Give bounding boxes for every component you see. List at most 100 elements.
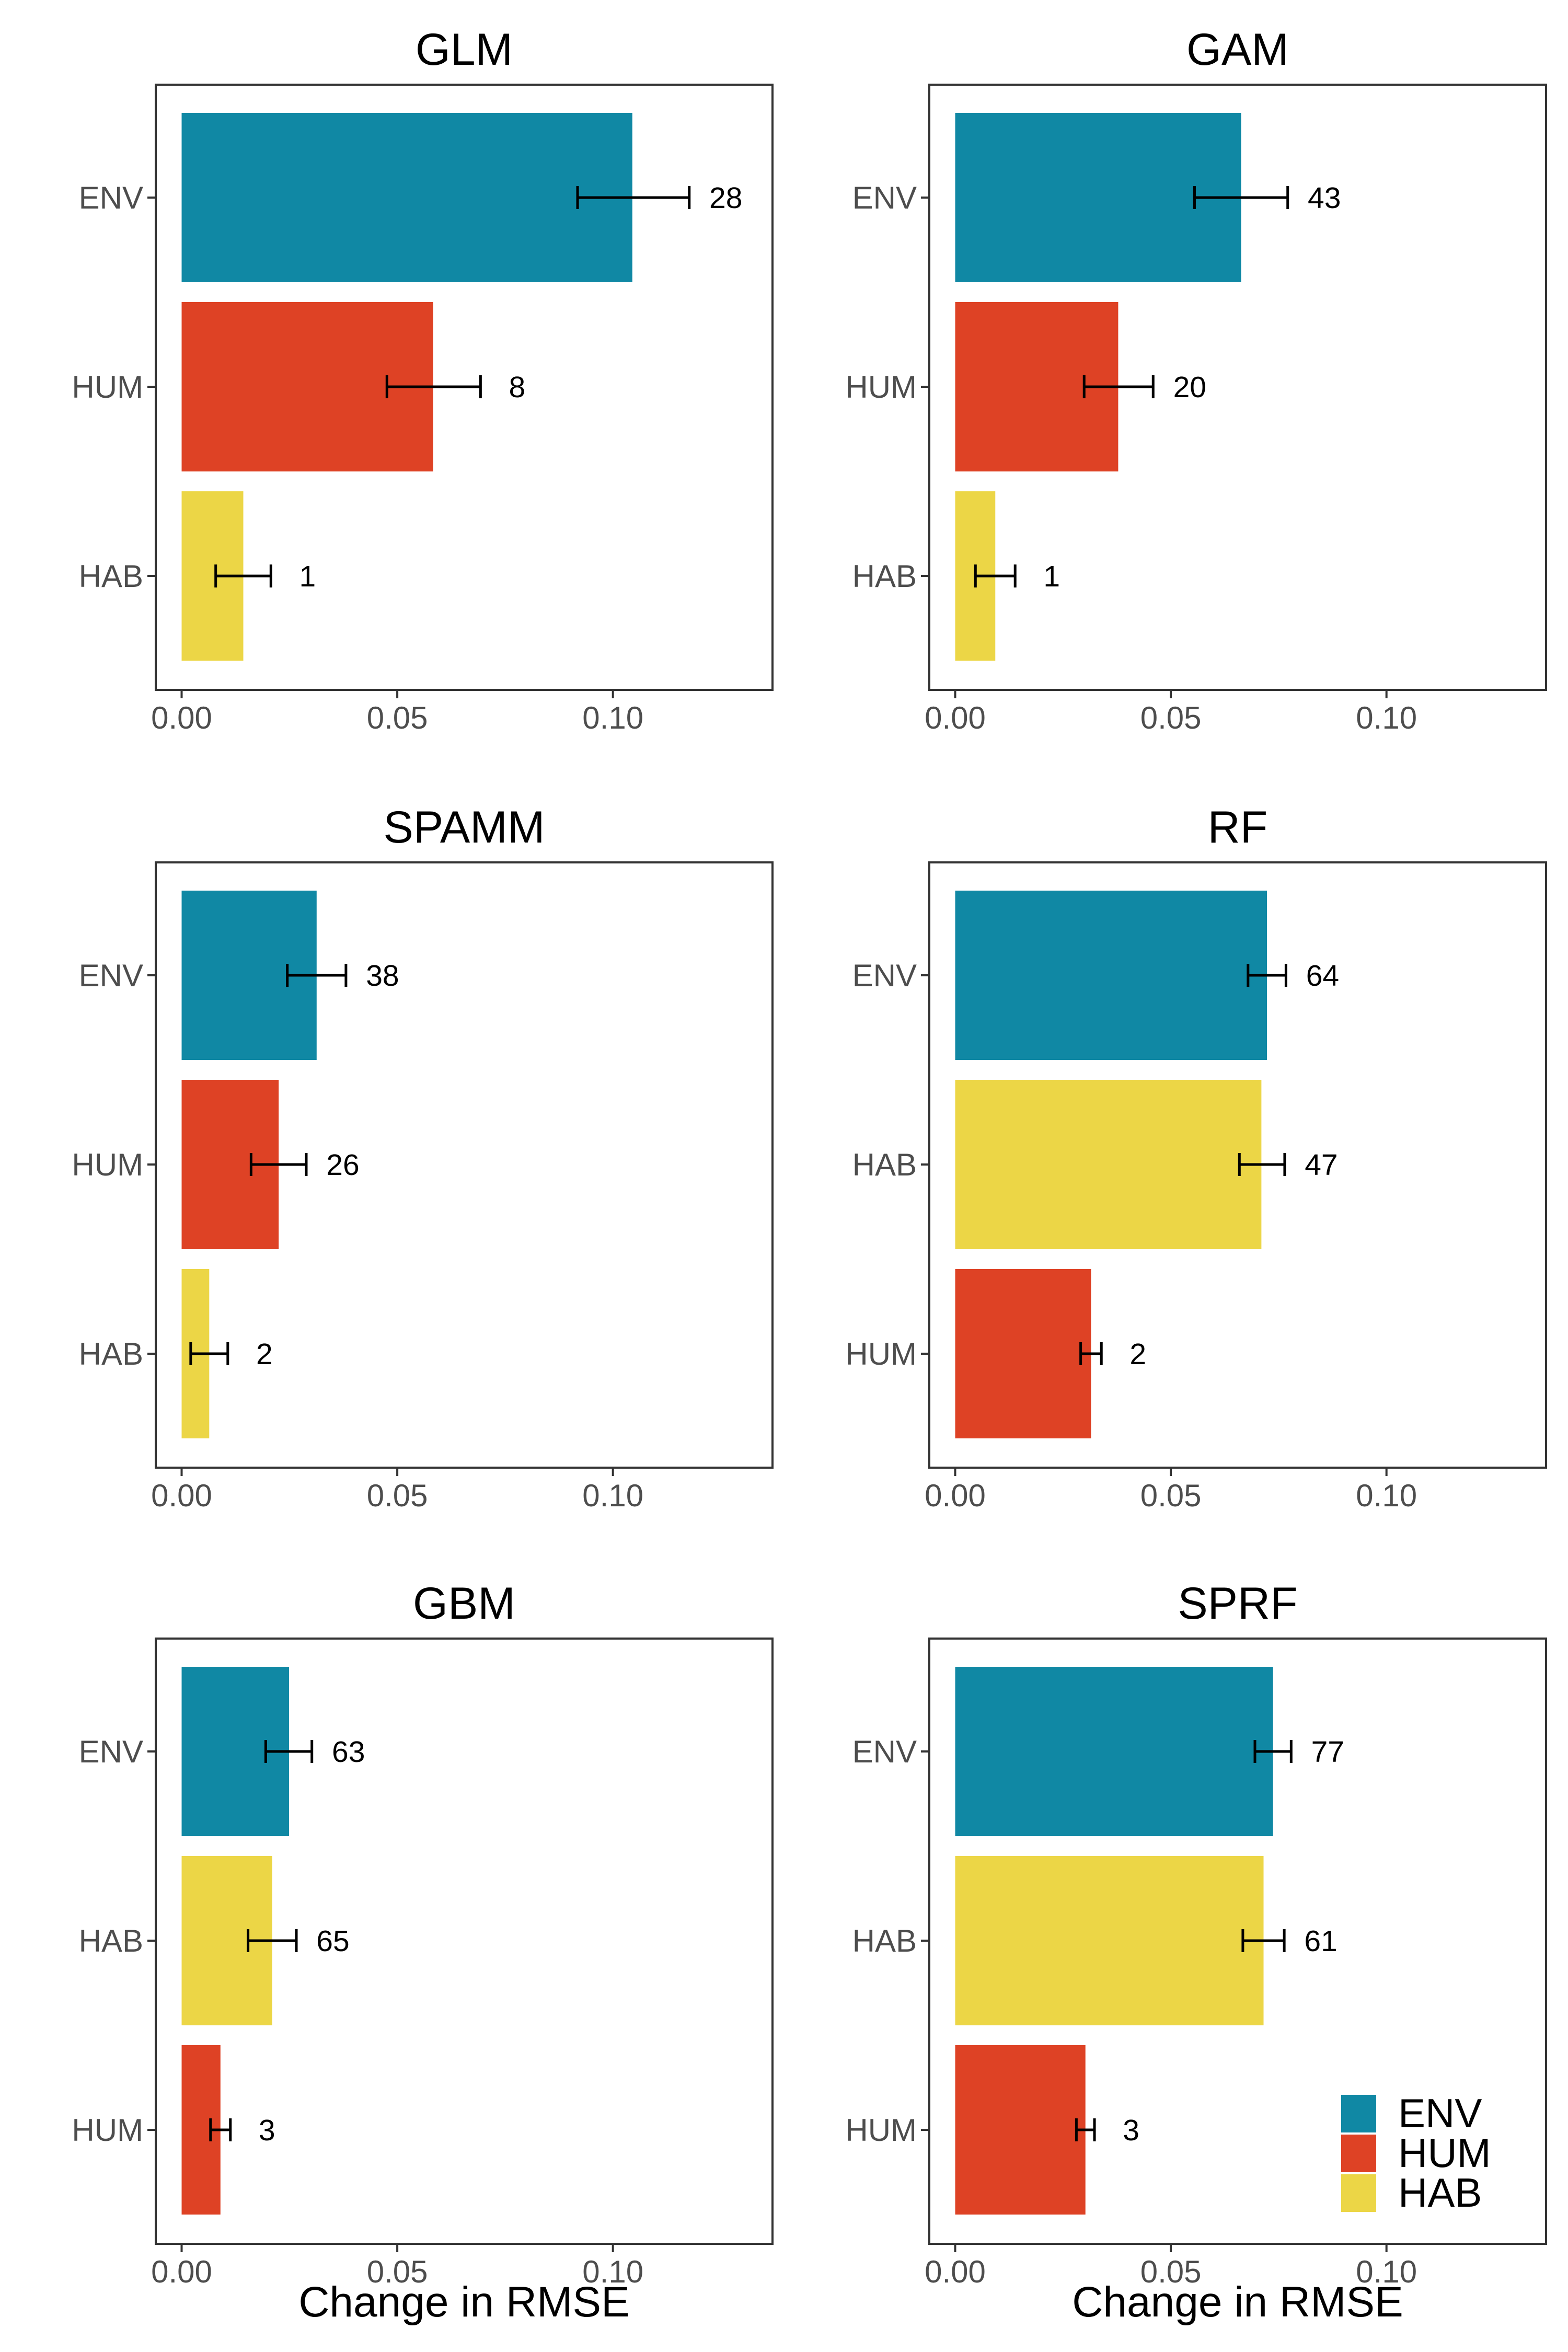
y-tick-label: HAB	[79, 1336, 143, 1371]
error-bar	[247, 1929, 298, 1952]
y-tick-label: HUM	[72, 370, 143, 405]
error-bar	[385, 375, 482, 398]
panel-title: SPRF	[1178, 1578, 1297, 1629]
x-tick-label: 0.00	[151, 2254, 212, 2289]
error-bar	[249, 1153, 308, 1176]
y-tick-label: HUM	[845, 370, 917, 405]
x-tick-label: 0.10	[582, 1478, 643, 1513]
panel-title: GBM	[413, 1578, 515, 1629]
panel-title: GLM	[416, 25, 513, 75]
error-bar	[1238, 1153, 1286, 1176]
y-tick-label: HAB	[79, 559, 143, 594]
error-bar	[1193, 186, 1289, 209]
panel-rf: RF 64 ENV 47 HAB 2 HUM 0.00 0.05 0.10	[845, 802, 1547, 1513]
panel-title: SPAMM	[384, 802, 545, 852]
error-bar	[1075, 2118, 1096, 2141]
x-tick-label: 0.05	[367, 1478, 428, 1513]
panel-border	[928, 1638, 1547, 2245]
x-tick-label: 0.05	[1140, 1478, 1202, 1513]
data-label: 43	[1308, 181, 1341, 215]
legend-key-hum	[1341, 2135, 1376, 2172]
error-bar	[189, 1342, 229, 1365]
bar-hab	[955, 1856, 1264, 2025]
x-tick-label: 0.00	[925, 2254, 986, 2289]
x-tick-label: 0.05	[1140, 700, 1202, 735]
error-bar	[1253, 1740, 1293, 1763]
bar-hum	[955, 1269, 1091, 1438]
y-tick-label: ENV	[852, 958, 917, 993]
panel-border	[928, 84, 1547, 691]
x-tick-label: 0.00	[925, 700, 986, 735]
legend-key-hab	[1341, 2174, 1376, 2212]
error-bar	[209, 2118, 232, 2141]
y-tick-label: HUM	[72, 2113, 143, 2148]
panel-border	[155, 84, 774, 691]
data-label: 1	[1043, 560, 1060, 593]
y-tick-label: HUM	[845, 2113, 917, 2148]
panel-gbm: GBM 63 ENV 65 HAB 3 HUM 0.00 0.05 0.10	[72, 1578, 774, 2289]
y-tick-label: HUM	[72, 1147, 143, 1182]
data-label: 28	[709, 181, 742, 215]
data-label: 77	[1311, 1735, 1344, 1769]
panel-sprf: SPRF 77 ENV 61 HAB 3 HUM 0.00 0.05 0.10	[845, 1578, 1547, 2289]
data-label: 3	[1123, 2114, 1139, 2147]
error-bar	[1082, 375, 1155, 398]
data-label: 2	[256, 1338, 273, 1371]
y-tick-label: ENV	[79, 1734, 143, 1769]
y-tick-label: HAB	[852, 1147, 917, 1182]
x-tick-label: 0.10	[1356, 2254, 1417, 2289]
x-tick-label: 0.10	[1356, 1478, 1417, 1513]
data-label: 20	[1173, 371, 1206, 404]
data-label: 64	[1306, 959, 1339, 993]
panel-title: GAM	[1186, 25, 1289, 75]
data-label: 3	[259, 2114, 275, 2147]
data-label: 38	[366, 959, 399, 993]
bar-hab	[955, 1080, 1262, 1249]
data-label: 2	[1129, 1338, 1146, 1371]
bar-hum	[955, 2045, 1086, 2215]
x-tick-label: 0.00	[151, 1478, 212, 1513]
y-tick-label: ENV	[852, 1734, 917, 1769]
panel-gam: GAM 43 ENV 20 HUM 1 HAB 0.00 0.05 0.10	[845, 25, 1547, 735]
x-axis-title: Change in RMSE	[1072, 2278, 1403, 2326]
error-bar	[286, 964, 348, 987]
data-label: 1	[299, 560, 316, 593]
legend-label: HUM	[1398, 2130, 1491, 2176]
y-tick-label: HAB	[852, 1923, 917, 1958]
y-tick-label: ENV	[79, 180, 143, 215]
x-tick-label: 0.05	[1140, 2254, 1202, 2289]
y-tick-label: HAB	[79, 1923, 143, 1958]
data-label: 61	[1304, 1924, 1337, 1958]
data-label: 47	[1305, 1148, 1338, 1182]
panel-title: RF	[1208, 802, 1268, 852]
panel-border	[155, 861, 774, 1469]
y-tick-label: ENV	[852, 180, 917, 215]
y-tick-label: HAB	[852, 559, 917, 594]
error-bar	[576, 186, 691, 209]
x-tick-label: 0.10	[1356, 700, 1417, 735]
bar-env	[181, 113, 632, 282]
x-tick-label: 0.05	[367, 2254, 428, 2289]
error-bar	[1247, 964, 1287, 987]
panel-glm: GLM 28 ENV 8 HUM 1 HAB 0.00 0.05 0.10	[72, 25, 774, 735]
bar-env	[955, 891, 1267, 1060]
panel-spamm: SPAMM 38 ENV 26 HUM 2 HAB 0.00 0.05 0.10	[72, 802, 774, 1513]
x-tick-label: 0.05	[367, 700, 428, 735]
error-bar	[974, 564, 1017, 587]
data-label: 8	[509, 371, 526, 404]
x-axis-title: Change in RMSE	[298, 2278, 630, 2326]
legend-label: HAB	[1398, 2170, 1482, 2216]
data-label: 26	[326, 1148, 359, 1182]
x-tick-label: 0.10	[582, 2254, 643, 2289]
y-tick-label: ENV	[79, 958, 143, 993]
panel-border	[928, 861, 1547, 1469]
x-tick-label: 0.00	[925, 1478, 986, 1513]
error-bar	[1241, 1929, 1286, 1952]
data-label: 63	[332, 1735, 365, 1769]
legend-key-env	[1341, 2095, 1376, 2132]
x-tick-label: 0.00	[151, 700, 212, 735]
legend-label: ENV	[1398, 2090, 1482, 2136]
error-bar	[214, 564, 272, 587]
